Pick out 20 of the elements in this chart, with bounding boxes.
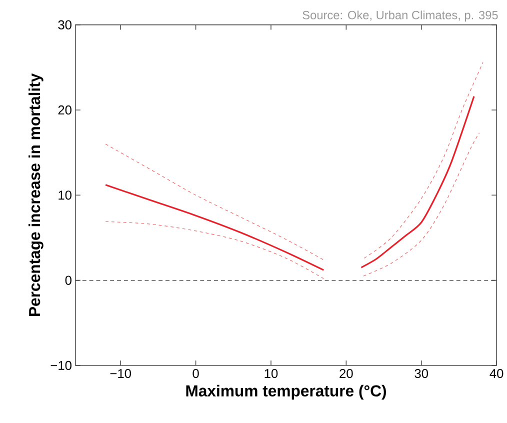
y-tick-label: −10 [50,360,72,370]
line-series [360,96,475,268]
y-tick-label: 20 [58,105,72,115]
x-axis-title: Maximum temperature (°C) [186,384,386,400]
line-series [105,221,324,279]
x-tick-label: 20 [340,368,353,378]
line-series [104,184,324,271]
x-tick-label: −10 [110,368,131,378]
line-series [105,144,324,260]
source-note: Source: Oke, Urban Climates, p. 395 [302,10,498,22]
y-tick-label: 0 [65,276,72,285]
line-series [363,132,480,276]
x-tick-label: 30 [414,368,428,378]
y-tick-label: 30 [58,20,72,30]
y-axis-title: Percentage increase in mortality [28,73,44,316]
x-tick-label: 0 [192,368,199,378]
x-tick-label: 10 [264,368,278,378]
line-series [364,62,484,258]
x-tick-label: 40 [490,368,504,378]
y-tick-label: 10 [58,190,72,200]
